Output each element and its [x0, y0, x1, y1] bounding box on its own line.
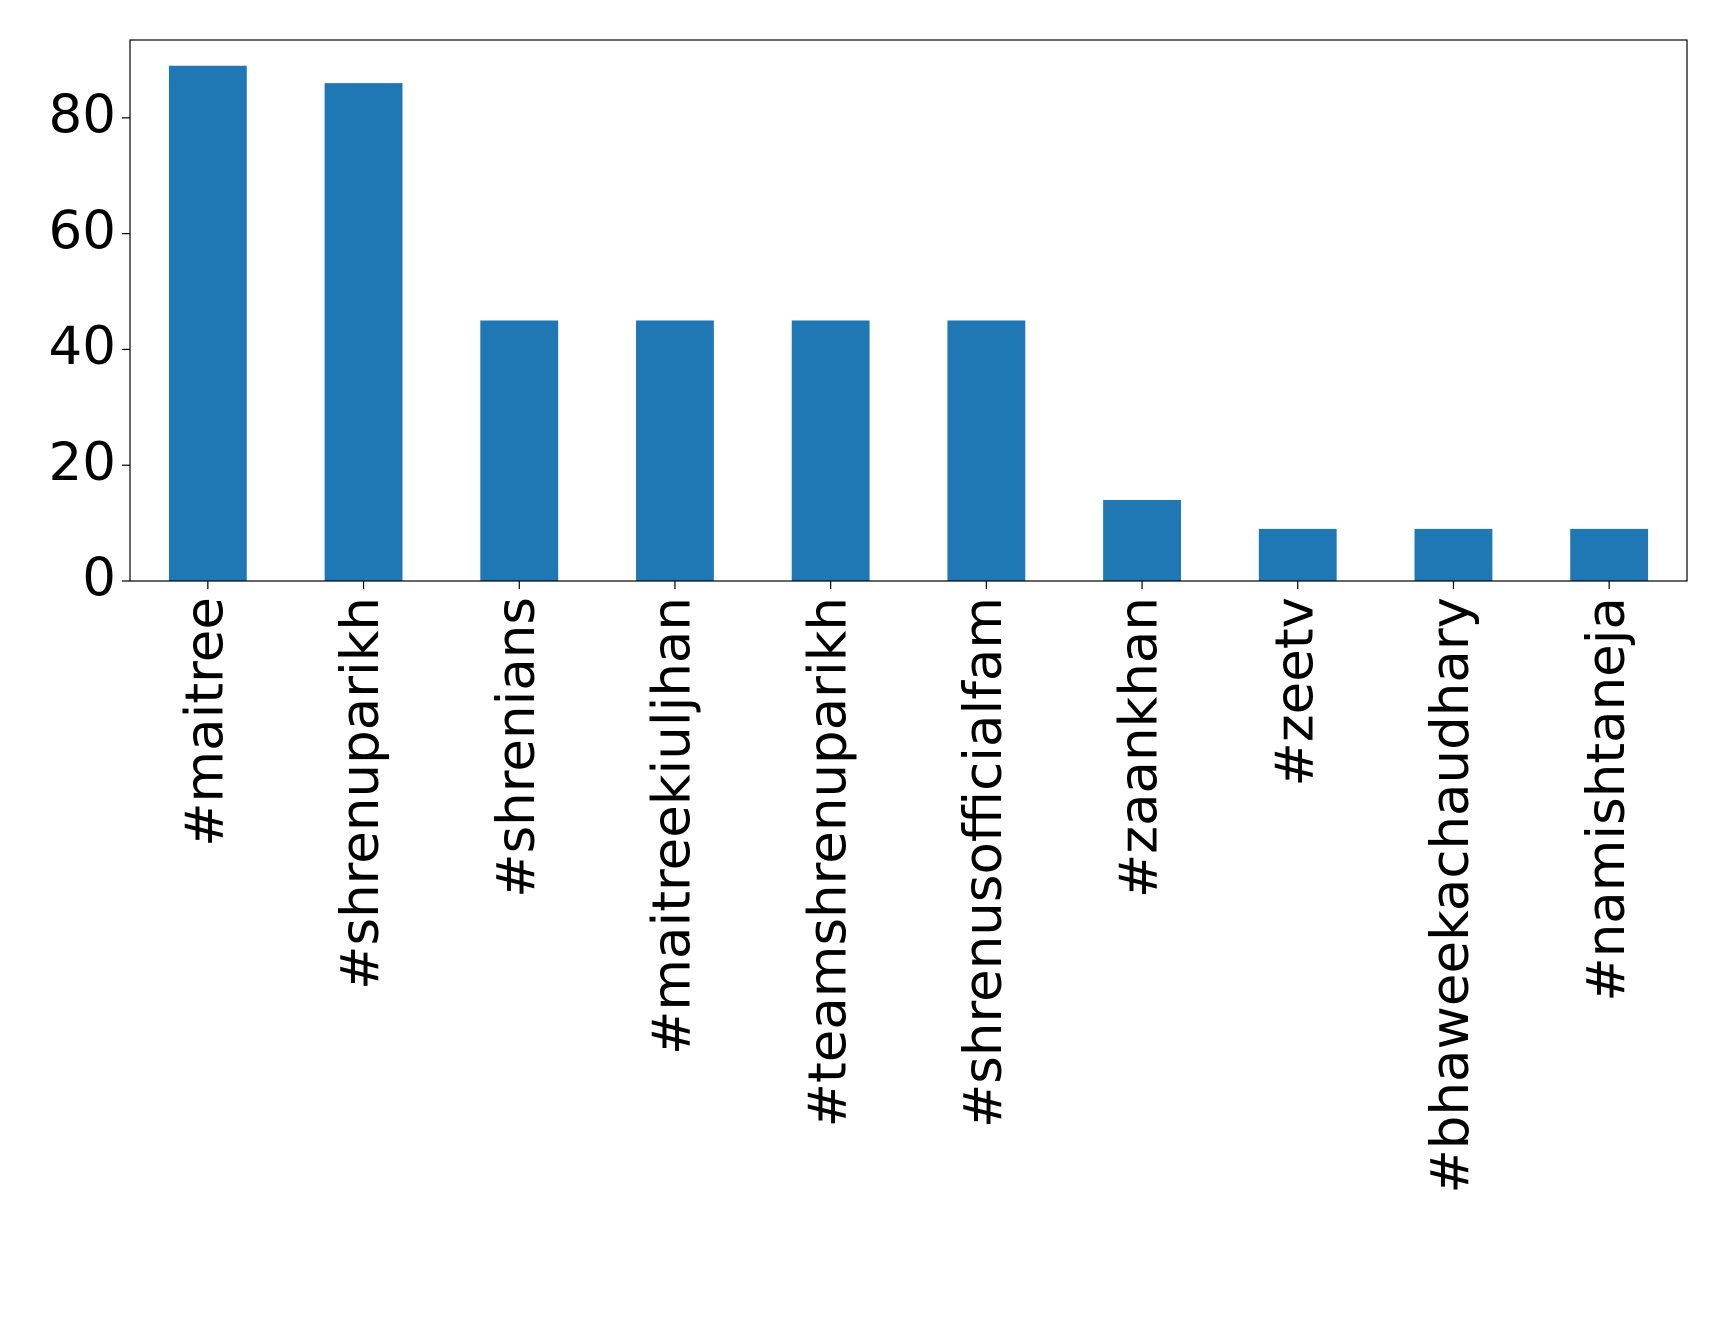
bar: [1570, 528, 1649, 581]
bar: [947, 320, 1026, 581]
y-tick-label: 40: [49, 316, 116, 377]
x-tick-label: #zeetv: [1264, 597, 1325, 787]
bar: [480, 320, 559, 581]
x-tick-label: #bhaweekachaudhary: [1420, 597, 1481, 1194]
bar: [1258, 528, 1337, 581]
x-tick-label: #maitree: [174, 597, 235, 847]
plot-frame: [129, 39, 1688, 582]
x-tick-label: #teamshrenuparikh: [797, 597, 858, 1127]
y-tick-label: 20: [49, 432, 116, 493]
y-tick-label: 60: [49, 200, 116, 261]
bar: [324, 83, 403, 581]
x-tick-label: #shrenuparikh: [330, 597, 391, 990]
x-tick-label: #maitreekiuljhan: [642, 597, 703, 1055]
bar: [1414, 528, 1493, 581]
bar: [636, 320, 714, 581]
bar: [1103, 499, 1181, 581]
bar: [168, 65, 247, 581]
x-tick-label: #namishtaneja: [1576, 597, 1637, 1002]
bar: [791, 320, 870, 581]
x-tick-label: #shrenusofficialfam: [953, 597, 1014, 1128]
y-tick-label: 0: [82, 548, 116, 609]
x-tick-label: #shrenians: [486, 597, 547, 898]
y-tick-label: 80: [49, 85, 116, 146]
x-tick-label: #zaankhan: [1109, 597, 1170, 898]
